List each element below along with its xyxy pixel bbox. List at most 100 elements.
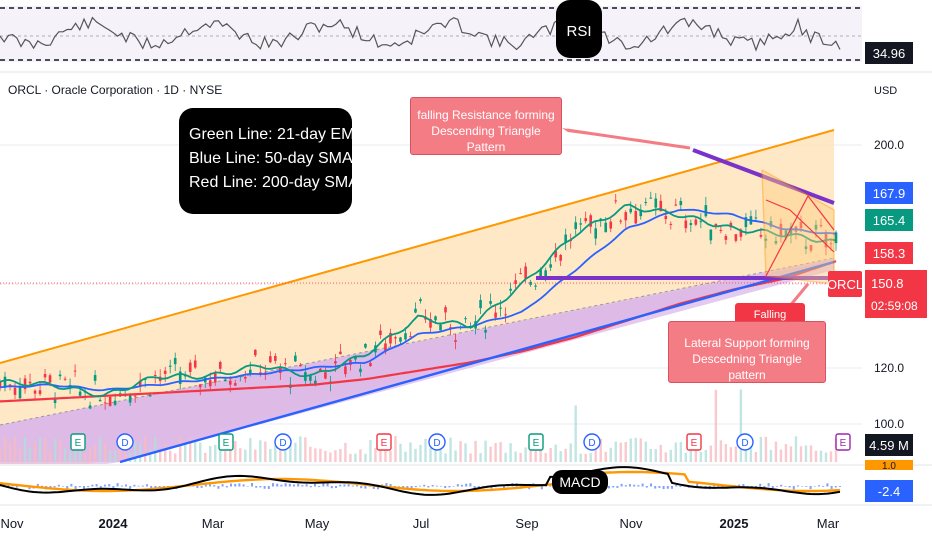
- candle-body: [73, 370, 77, 372]
- candle-body: [148, 394, 152, 397]
- volume-bar: [809, 445, 813, 462]
- macd-hist-bar: [666, 486, 669, 489]
- volume-bar: [699, 451, 703, 462]
- volume-bar: [594, 443, 597, 462]
- macd-value: -2.4: [878, 484, 900, 499]
- macd-hist-bar: [410, 486, 413, 489]
- candle-body: [529, 281, 532, 285]
- candle-body: [429, 319, 432, 328]
- candle-body: [379, 330, 382, 335]
- countdown: 02:59:08: [871, 299, 918, 313]
- volume-bar: [199, 442, 202, 462]
- candle-body: [679, 201, 683, 206]
- volume-bar: [319, 448, 322, 462]
- macd-hist-bar: [364, 486, 367, 489]
- candle-body: [389, 332, 392, 344]
- macd-hist-bar: [192, 486, 195, 487]
- dividend-marker[interactable]: D: [274, 433, 292, 451]
- candle-body: [519, 273, 522, 275]
- support-callout: Lateral Support forming Descedning Trian…: [668, 321, 826, 383]
- macd-hist-bar: [834, 486, 837, 488]
- macd-hist-bar: [36, 483, 39, 487]
- volume-bar: [269, 448, 272, 462]
- macd-hist-bar: [629, 484, 631, 487]
- volume-bar: [93, 445, 97, 462]
- svg-text:D: D: [121, 438, 128, 449]
- currency-label: USD: [874, 85, 898, 97]
- candle-body: [674, 204, 678, 206]
- macd-hist-bar: [217, 486, 220, 489]
- candle-body: [294, 355, 297, 362]
- macd-hist-bar: [624, 485, 627, 487]
- volume-bar: [569, 443, 572, 462]
- candle-body: [769, 221, 773, 227]
- macd-hist-bar: [129, 486, 132, 490]
- candle-body: [178, 371, 182, 384]
- volume-bar: [734, 446, 738, 462]
- macd-hist-bar: [301, 485, 304, 487]
- macd-line: [0, 466, 841, 496]
- dividend-marker[interactable]: D: [428, 433, 446, 451]
- macd-hist-bar: [372, 486, 375, 489]
- macd-hist-bar: [645, 486, 648, 488]
- candle-body: [103, 402, 107, 404]
- volume-bar: [624, 442, 627, 462]
- macd-hist-bar: [108, 484, 111, 487]
- macd-hist-bar: [309, 486, 312, 488]
- earnings-marker[interactable]: E: [528, 433, 544, 451]
- candle-body: [589, 215, 593, 227]
- time-axis[interactable]: Nov 2024 Mar May Jul Sep Nov 2025 Mar: [0, 516, 839, 531]
- dividend-marker[interactable]: D: [583, 433, 601, 451]
- macd-hist-bar: [461, 484, 463, 487]
- macd-hist-bar: [272, 483, 274, 487]
- candle-body: [714, 223, 718, 227]
- candle-body: [108, 396, 112, 406]
- macd-hist-bar: [654, 486, 657, 489]
- candle-body: [709, 229, 713, 241]
- volume-bar: [204, 452, 207, 462]
- x-tick: May: [305, 516, 330, 531]
- volume-bar: [774, 441, 778, 462]
- macd-hist-bar: [679, 486, 682, 488]
- volume-bar: [659, 444, 662, 462]
- earnings-marker[interactable]: E: [686, 433, 702, 451]
- macd-hist-bar: [818, 485, 820, 487]
- volume-bar: [609, 447, 612, 462]
- macd-hist-bar: [158, 486, 161, 488]
- candle-body: [814, 224, 818, 230]
- dividend-marker[interactable]: D: [116, 433, 134, 451]
- dividend-marker[interactable]: D: [736, 433, 754, 451]
- macd-hist-bar: [322, 483, 325, 487]
- volume-bar: [284, 440, 287, 462]
- volume-bar: [474, 440, 477, 462]
- badge-sma200: 158.3: [873, 246, 906, 261]
- earnings-marker[interactable]: E: [376, 433, 392, 451]
- earnings-marker[interactable]: E: [835, 433, 851, 451]
- macd-hist-bar: [104, 484, 106, 487]
- macd-hist-bar: [456, 484, 459, 487]
- volume-bar: [509, 443, 512, 462]
- macd-hist-bar: [839, 486, 841, 487]
- volume-bar: [804, 445, 808, 462]
- candle-body: [269, 356, 272, 363]
- earnings-marker[interactable]: E: [218, 433, 234, 451]
- volume-bar: [209, 446, 212, 462]
- candle-body: [739, 229, 743, 237]
- volume-bar: [83, 453, 87, 462]
- macd-hist-bar: [671, 486, 673, 489]
- price-scale[interactable]: 200.0 120.0 100.0 167.9 165.4 158.3 150.…: [827, 138, 927, 502]
- macd-hist-bar: [351, 485, 354, 487]
- earnings-marker[interactable]: E: [70, 433, 86, 451]
- candle-body: [364, 343, 367, 348]
- candle-body: [489, 301, 492, 304]
- macd-hist-bar: [263, 486, 266, 489]
- volume-bar: [549, 448, 552, 462]
- candle-body: [829, 243, 833, 245]
- candle-body: [764, 238, 768, 241]
- candle-body: [193, 360, 197, 368]
- symbol-header[interactable]: ORCL · Oracle Corporation · 1D · NYSE: [8, 83, 223, 97]
- macd-hist-bar: [347, 484, 350, 487]
- candle-body: [344, 366, 347, 375]
